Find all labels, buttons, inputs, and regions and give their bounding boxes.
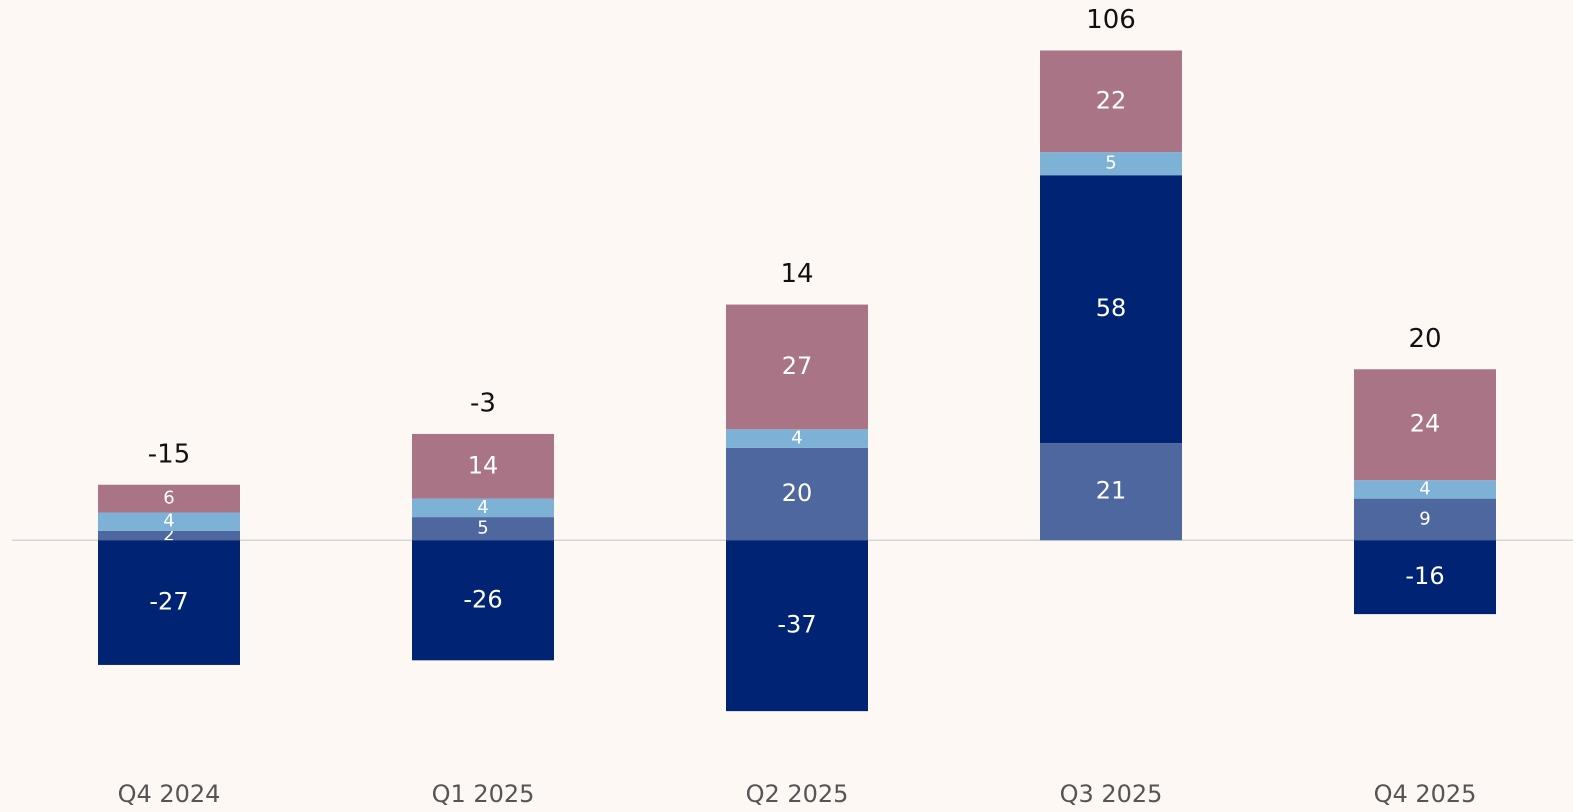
bar-segment [1354, 540, 1496, 615]
bar-segment [1040, 443, 1182, 541]
segment-label: 14 [468, 451, 499, 479]
segment-label: 27 [782, 352, 813, 380]
segment-label: 2 [163, 525, 174, 546]
bar-segment [412, 540, 554, 661]
bar-segment [726, 540, 868, 712]
segment-label: 9 [1419, 508, 1430, 529]
bar-segment [98, 484, 240, 513]
segment-label: 6 [163, 488, 174, 509]
segment-label: 4 [163, 511, 174, 532]
segment-label: -37 [777, 611, 816, 639]
bar-segment [1354, 498, 1496, 541]
bar-segment [1040, 152, 1182, 176]
bar-segment [726, 304, 868, 430]
bar-segment [1354, 369, 1496, 481]
segment-label: 4 [477, 497, 488, 518]
bar-segment [412, 433, 554, 499]
segment-label: -16 [1405, 562, 1444, 590]
total-label: 20 [1408, 324, 1441, 354]
x-tick-label: Q4 2025 [1374, 780, 1477, 808]
x-tick-label: Q3 2025 [1060, 780, 1163, 808]
total-label: 14 [780, 259, 813, 289]
bar-segment [98, 530, 240, 541]
x-tick-label: Q2 2025 [746, 780, 849, 808]
bar-segment [412, 517, 554, 541]
segment-label: -26 [463, 585, 502, 613]
bar-segment [98, 540, 240, 665]
bar-segment [726, 429, 868, 448]
segment-label: 4 [1419, 478, 1430, 499]
bar-segment [412, 498, 554, 518]
x-tick-label: Q1 2025 [432, 780, 535, 808]
bar-segment [1040, 50, 1182, 153]
segment-label: 4 [791, 428, 802, 449]
segment-label: -27 [149, 588, 188, 616]
bar-segment [98, 512, 240, 531]
total-label: -3 [470, 388, 496, 418]
segment-label: 20 [782, 479, 813, 507]
total-label: -15 [148, 439, 190, 469]
segment-label: 5 [1105, 153, 1116, 174]
x-tick-label: Q4 2024 [118, 780, 221, 808]
bar-segment [726, 447, 868, 541]
segment-label: 5 [477, 518, 488, 539]
bar-segment [1040, 175, 1182, 444]
segment-label: 58 [1096, 294, 1127, 322]
segment-label: 24 [1410, 410, 1441, 438]
bar-segment [1354, 480, 1496, 499]
total-label: 106 [1086, 5, 1136, 35]
segment-label: 21 [1096, 477, 1127, 505]
segment-label: 22 [1096, 86, 1127, 114]
